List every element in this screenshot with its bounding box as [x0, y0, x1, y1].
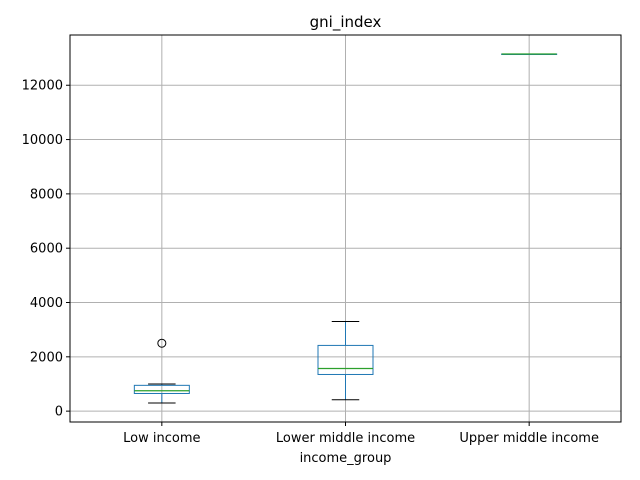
- x-tick-label: Low income: [123, 431, 200, 446]
- axes: 0 2000 4000 6000 8000 10000 12000 Low income Low…: [22, 79, 599, 446]
- y-tick-label: 0: [55, 405, 63, 420]
- iqr-box: [133, 384, 190, 394]
- y-tick-label: 2000: [30, 350, 63, 365]
- outlier-point: [157, 338, 167, 348]
- x-axis-label: income_group: [300, 451, 392, 466]
- y-tick-label: 10000: [22, 133, 63, 148]
- plot-area: [133, 53, 558, 404]
- x-tick-label: Lower middle income: [276, 431, 415, 446]
- y-tick-label: 6000: [30, 242, 63, 257]
- x-tick-label: Upper middle income: [459, 431, 599, 446]
- y-tick-label: 4000: [30, 296, 63, 311]
- iqr-box: [317, 344, 374, 375]
- y-tick-label: 8000: [30, 187, 63, 202]
- grid-lines: [70, 35, 621, 422]
- y-tick-label: 12000: [22, 79, 63, 94]
- chart-title: gni_index: [310, 13, 382, 32]
